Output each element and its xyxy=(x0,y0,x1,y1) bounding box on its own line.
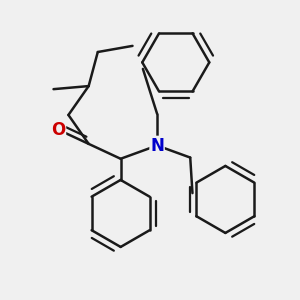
Text: N: N xyxy=(150,136,164,154)
Text: O: O xyxy=(51,121,65,139)
